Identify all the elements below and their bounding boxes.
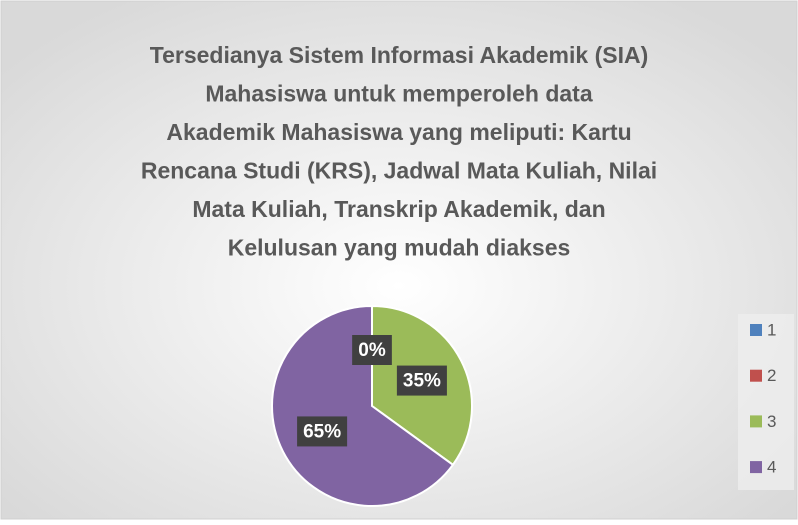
data-label-text: 35% [403,371,441,392]
legend-label: 4 [767,458,776,477]
chart-title: Tersedianya Sistem Informasi Akademik (S… [150,42,649,68]
chart-title: Kelulusan yang mudah diakses [228,235,571,261]
legend-background [738,314,794,490]
legend-swatch [750,415,762,428]
data-label: 0% [352,335,392,365]
data-label-text: 65% [303,421,341,442]
legend-swatch [750,324,762,336]
chart-title: Mahasiswa untuk memperoleh data [205,81,592,107]
pie-slice [271,304,455,507]
legend-swatch [750,461,762,474]
legend-label: 1 [767,320,776,339]
data-label-box [396,365,447,396]
chart-title: Mata Kuliah, Transkrip Akademik, dan [192,196,605,222]
chart-title: Rencana Studi (KRS), Jadwal Mata Kuliah,… [141,158,657,184]
data-label: 35% [396,365,447,396]
chart-title: Akademik Mahasiswa yang meliputi: Kartu [166,119,631,145]
data-label-box [352,335,392,365]
legend-label: 3 [767,412,776,431]
legend-swatch [750,369,762,382]
data-label-box [297,416,348,447]
legend-label: 2 [767,366,776,385]
data-label-text: 0% [358,340,386,361]
data-label: 65% [297,416,348,447]
